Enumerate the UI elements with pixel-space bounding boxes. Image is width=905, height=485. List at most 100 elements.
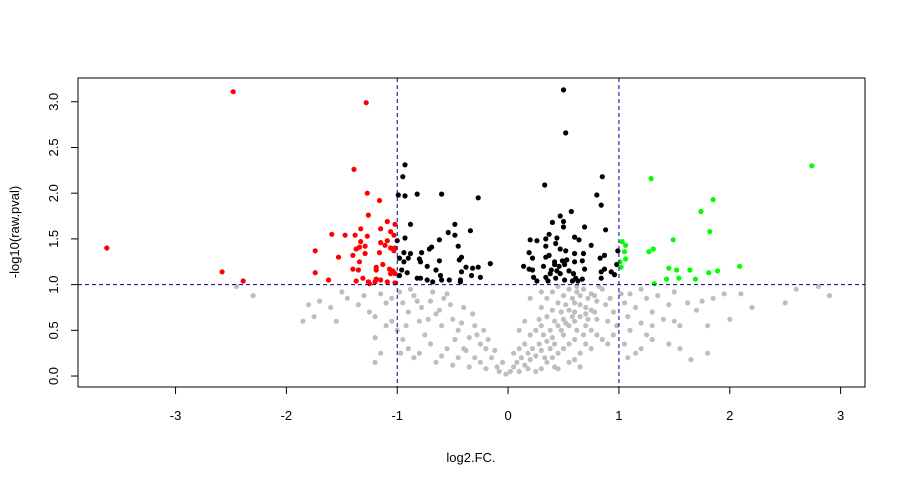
data-point — [466, 364, 472, 370]
data-point — [400, 174, 406, 180]
data-point — [558, 309, 564, 315]
data-point — [450, 362, 456, 368]
data-point — [527, 295, 533, 301]
data-point — [598, 269, 604, 275]
data-point — [461, 304, 467, 311]
data-point — [516, 327, 522, 333]
data-point — [555, 323, 561, 329]
data-point — [463, 264, 469, 270]
data-point — [483, 366, 489, 372]
data-point — [599, 336, 605, 343]
data-point — [557, 246, 563, 252]
data-point — [563, 302, 569, 308]
data-point — [499, 359, 506, 365]
data-point — [384, 279, 390, 285]
data-point — [452, 232, 458, 238]
data-point — [411, 293, 417, 299]
data-point — [405, 255, 411, 261]
data-point — [625, 355, 631, 361]
data-point — [436, 258, 442, 264]
data-point — [104, 245, 110, 251]
data-point — [569, 278, 576, 284]
data-point — [660, 316, 666, 322]
data-point — [574, 327, 580, 333]
data-point — [588, 327, 594, 333]
data-point — [427, 341, 434, 347]
data-point — [577, 314, 583, 320]
data-point — [382, 242, 388, 248]
data-point — [525, 366, 531, 372]
data-point — [540, 263, 547, 269]
data-point — [579, 276, 585, 282]
data-point — [572, 309, 578, 315]
data-point — [575, 278, 581, 284]
data-point — [522, 341, 528, 347]
data-point — [411, 355, 417, 361]
data-point — [545, 278, 551, 284]
data-point — [674, 267, 680, 273]
data-point — [594, 298, 600, 304]
data-point — [558, 327, 564, 333]
data-point — [546, 252, 552, 258]
data-point — [507, 368, 513, 375]
data-point — [436, 237, 442, 243]
data-point — [547, 346, 553, 352]
data-point — [692, 276, 699, 282]
data-point — [572, 300, 578, 306]
data-point — [549, 219, 556, 225]
data-point — [351, 166, 357, 172]
data-point — [554, 235, 560, 241]
data-point — [401, 250, 407, 256]
data-point — [353, 278, 359, 284]
data-point — [426, 246, 432, 252]
data-point — [693, 307, 700, 313]
data-point — [372, 335, 378, 341]
data-point — [666, 265, 672, 271]
data-point — [475, 264, 481, 270]
data-point — [445, 229, 451, 236]
data-point — [618, 264, 624, 270]
data-point — [463, 347, 469, 353]
data-point — [538, 289, 544, 295]
data-point — [362, 243, 368, 249]
data-point — [414, 191, 420, 197]
data-point — [230, 89, 236, 95]
data-point — [417, 275, 424, 281]
data-point — [572, 250, 578, 257]
data-point — [529, 267, 536, 273]
data-point — [623, 256, 629, 262]
data-point — [582, 224, 588, 230]
data-point — [436, 307, 442, 313]
data-point — [389, 318, 395, 324]
data-point — [510, 364, 517, 370]
data-point — [698, 208, 704, 215]
data-point — [317, 298, 323, 304]
data-point — [444, 346, 450, 352]
data-point — [569, 314, 576, 320]
data-point — [538, 347, 544, 353]
data-point — [335, 254, 342, 260]
data-point — [250, 293, 256, 299]
data-point — [552, 261, 558, 268]
data-point — [547, 327, 553, 333]
data-point — [360, 275, 366, 281]
data-point — [560, 346, 567, 352]
data-point — [364, 190, 370, 196]
data-point — [384, 218, 390, 225]
data-point — [329, 231, 335, 237]
x-tick-label: -3 — [170, 408, 182, 423]
data-point — [555, 350, 561, 356]
data-point — [538, 366, 544, 372]
data-point — [536, 341, 542, 347]
x-tick-label: 3 — [837, 408, 844, 423]
x-axis-label: log2.FC. — [446, 450, 495, 465]
data-point — [580, 250, 587, 257]
data-point — [577, 350, 583, 356]
data-point — [427, 298, 434, 304]
data-point — [597, 255, 603, 261]
data-point — [638, 320, 644, 326]
data-point — [737, 263, 743, 269]
data-point — [549, 307, 556, 313]
data-point — [563, 248, 569, 254]
data-point — [510, 350, 517, 356]
